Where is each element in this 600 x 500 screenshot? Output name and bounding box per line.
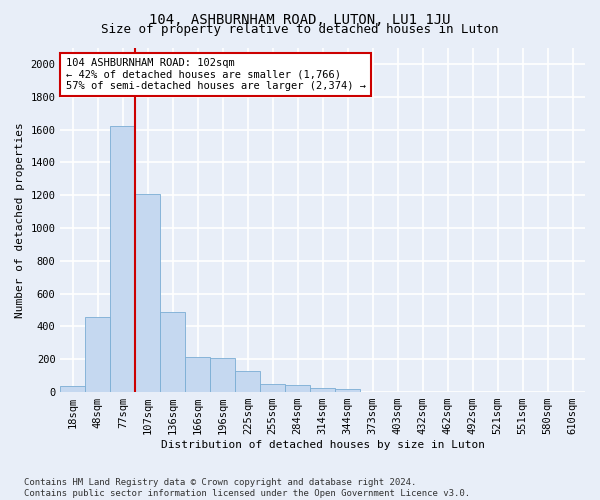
- X-axis label: Distribution of detached houses by size in Luton: Distribution of detached houses by size …: [161, 440, 485, 450]
- Bar: [185, 357, 210, 392]
- Text: Contains HM Land Registry data © Crown copyright and database right 2024.
Contai: Contains HM Land Registry data © Crown c…: [24, 478, 470, 498]
- Bar: [310, 388, 335, 392]
- Bar: [260, 384, 285, 392]
- Text: 104, ASHBURNHAM ROAD, LUTON, LU1 1JU: 104, ASHBURNHAM ROAD, LUTON, LU1 1JU: [149, 12, 451, 26]
- Bar: [160, 312, 185, 392]
- Bar: [136, 194, 160, 392]
- Bar: [335, 389, 360, 392]
- Y-axis label: Number of detached properties: Number of detached properties: [15, 122, 25, 318]
- Bar: [61, 386, 85, 392]
- Bar: [235, 371, 260, 392]
- Bar: [110, 126, 136, 392]
- Text: 104 ASHBURNHAM ROAD: 102sqm
← 42% of detached houses are smaller (1,766)
57% of : 104 ASHBURNHAM ROAD: 102sqm ← 42% of det…: [65, 58, 365, 91]
- Bar: [285, 385, 310, 392]
- Bar: [210, 358, 235, 392]
- Text: Size of property relative to detached houses in Luton: Size of property relative to detached ho…: [101, 22, 499, 36]
- Bar: [85, 318, 110, 392]
